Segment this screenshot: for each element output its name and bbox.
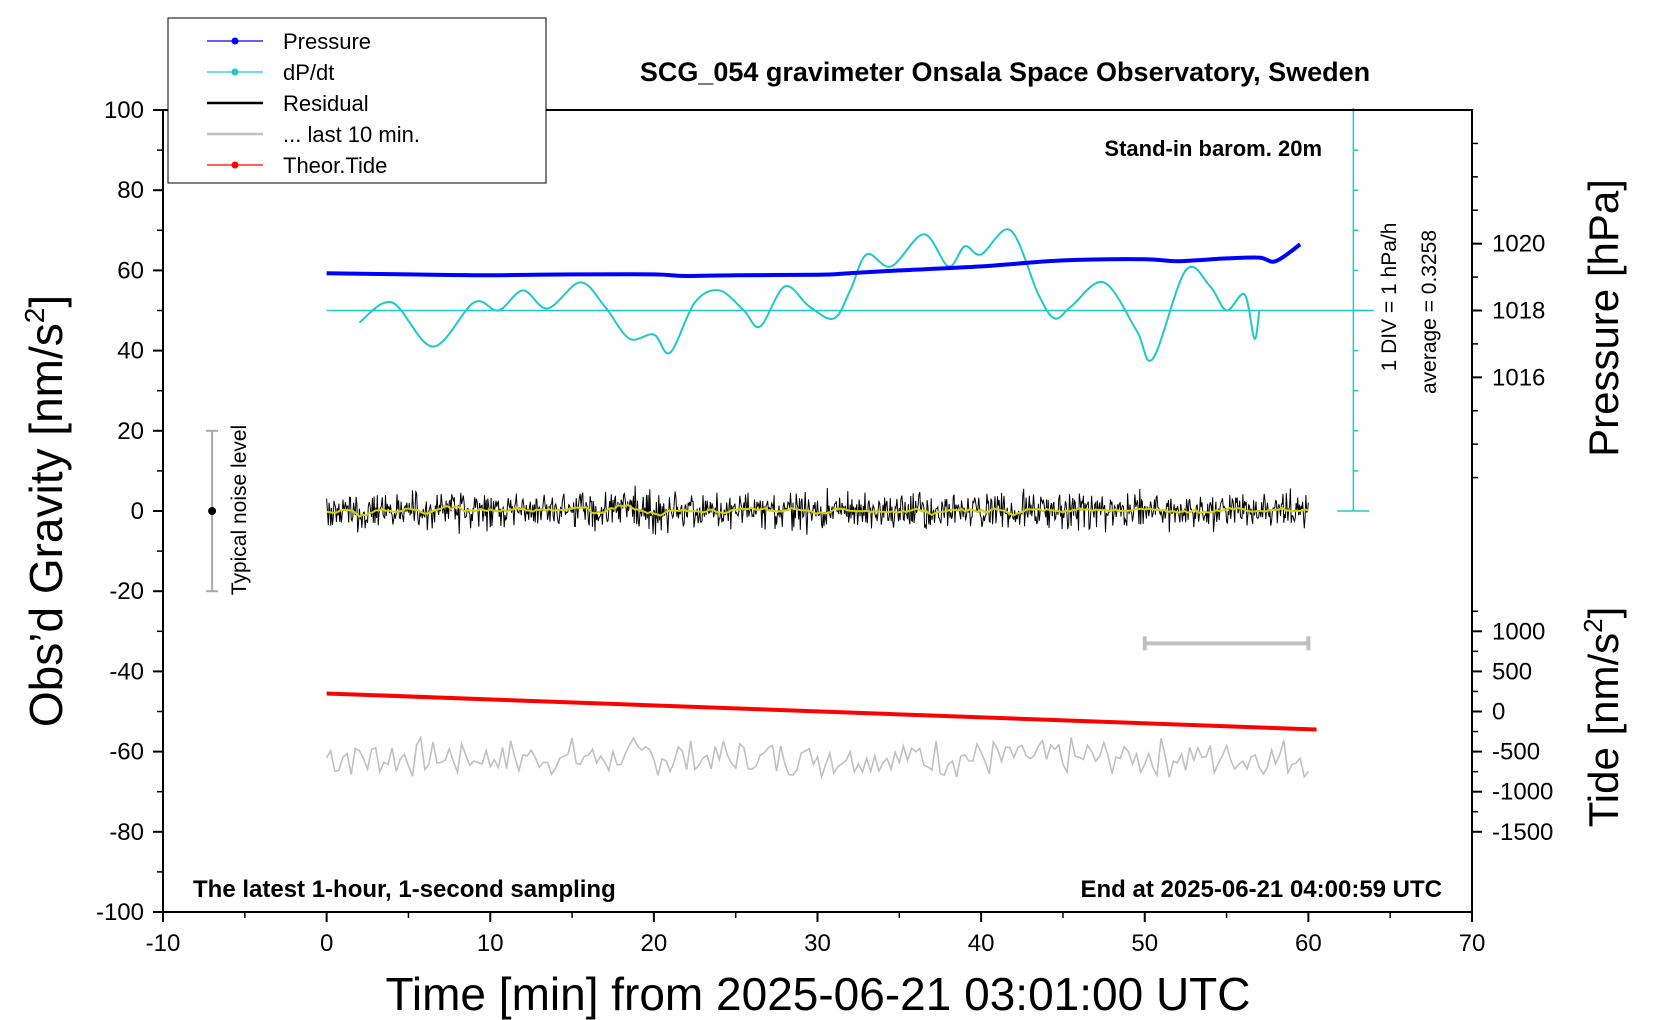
last-10-min-series bbox=[325, 735, 1310, 780]
x-tick-label: 40 bbox=[968, 930, 995, 957]
tide-tick-label: 0 bbox=[1492, 699, 1505, 726]
tide-tick-label: 1000 bbox=[1492, 618, 1545, 645]
pressure-tick-label: 1020 bbox=[1492, 231, 1545, 258]
axis-ticks: -10 0 10 20 30 40 50 60 70-100-80-60-40-20020406… bbox=[96, 97, 1553, 957]
residual-line bbox=[326, 485, 1309, 535]
dpdt-series bbox=[326, 228, 1374, 362]
x-tick-label: 30 bbox=[804, 930, 831, 957]
x-tick-label: 20 bbox=[641, 930, 668, 957]
x-tick-label: 70 bbox=[1459, 930, 1486, 957]
legend-item: Theor.Tide bbox=[207, 153, 387, 178]
barometer-note: Stand-in barom. 20m bbox=[1104, 136, 1322, 161]
legend-swatch-dot bbox=[231, 68, 239, 76]
x-tick-label: -10 bbox=[146, 930, 181, 957]
y-axis-title-pressure: Pressure [hPa] bbox=[1580, 179, 1627, 457]
tide-tick-label: -1000 bbox=[1492, 779, 1553, 806]
y-tick-label: -80 bbox=[109, 819, 144, 846]
tide-line bbox=[326, 691, 1317, 732]
y-tick-label: -20 bbox=[109, 578, 144, 605]
x-tick-label: 50 bbox=[1131, 930, 1158, 957]
dpdt-line bbox=[358, 228, 1261, 362]
residual-series bbox=[326, 485, 1309, 535]
tide-tick-label: -1500 bbox=[1492, 819, 1553, 846]
theor-tide-series bbox=[326, 691, 1317, 732]
end-time-note: End at 2025-06-21 04:00:59 UTC bbox=[1081, 876, 1443, 903]
tide-tick-label: 500 bbox=[1492, 658, 1532, 685]
legend: Pressure dP/dt Residual ... last 10 min. The… bbox=[167, 17, 547, 184]
chart-title: SCG_054 gravimeter Onsala Space Observat… bbox=[640, 57, 1370, 87]
annotation-marks bbox=[206, 108, 1370, 651]
x-tick-label: 0 bbox=[320, 930, 333, 957]
x-tick-label: 60 bbox=[1295, 930, 1322, 957]
div-label: 1 DIV = 1 hPa/h bbox=[1378, 223, 1401, 372]
legend-swatch-dot bbox=[231, 161, 239, 169]
legend-swatch-dot bbox=[231, 37, 239, 45]
legend-label: Pressure bbox=[283, 29, 371, 54]
average-label: average = 0.3258 bbox=[1418, 230, 1441, 394]
y-tick-label: 100 bbox=[104, 97, 144, 124]
y-axis-title-tide: Tide [nm/s2] bbox=[1578, 607, 1627, 828]
legend-box bbox=[167, 17, 547, 184]
noise-label: Typical noise level bbox=[228, 425, 251, 595]
legend-label: Theor.Tide bbox=[283, 153, 387, 178]
y-axis-title-left: Obs’d Gravity [nm/s2] bbox=[19, 295, 72, 727]
tide-tick-label: -500 bbox=[1492, 739, 1540, 766]
legend-label: ... last 10 min. bbox=[283, 122, 420, 147]
y-tick-label: 80 bbox=[117, 177, 144, 204]
noise-bar-dot bbox=[208, 507, 217, 515]
pressure-line bbox=[326, 242, 1302, 279]
last-10-min-line bbox=[325, 735, 1310, 780]
y-tick-label: 60 bbox=[117, 257, 144, 284]
pressure-tick-label: 1016 bbox=[1492, 364, 1545, 391]
legend-item: Pressure bbox=[207, 29, 371, 54]
legend-item: dP/dt bbox=[207, 60, 334, 85]
x-tick-label: 10 bbox=[477, 930, 504, 957]
pressure-tick-label: 1018 bbox=[1492, 298, 1545, 325]
y-tick-label: 20 bbox=[117, 418, 144, 445]
legend-item: Residual bbox=[207, 91, 369, 116]
y-tick-label: 40 bbox=[117, 338, 144, 365]
y-tick-label: -40 bbox=[109, 658, 144, 685]
pressure-series bbox=[326, 242, 1302, 279]
x-axis-title: Time [min] from 2025-06-21 03:01:00 UTC bbox=[386, 968, 1251, 1020]
sampling-note: The latest 1-hour, 1-second sampling bbox=[193, 876, 616, 903]
legend-label: dP/dt bbox=[283, 60, 334, 85]
residual-smoothed-line bbox=[326, 503, 1309, 518]
y-tick-label: -60 bbox=[109, 739, 144, 766]
legend-label: Residual bbox=[283, 91, 369, 116]
y-tick-label: 0 bbox=[131, 498, 144, 525]
y-tick-label: -100 bbox=[96, 899, 144, 926]
legend-item: ... last 10 min. bbox=[207, 122, 420, 147]
